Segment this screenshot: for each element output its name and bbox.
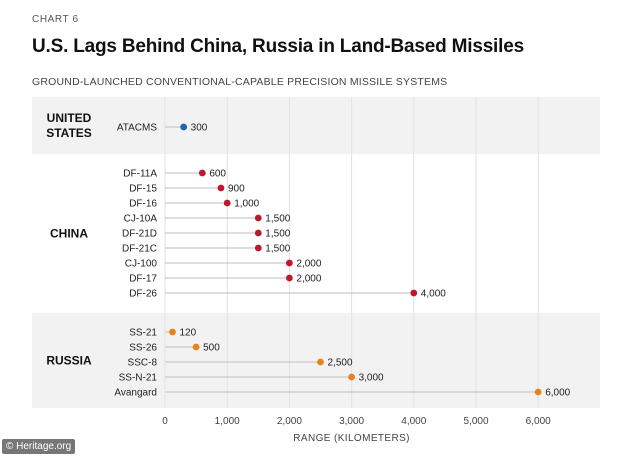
value-label: 300 [191, 123, 208, 134]
data-dot [169, 328, 176, 336]
data-dot [192, 343, 200, 351]
x-tick-label: 1,000 [215, 416, 240, 427]
value-label: 4,000 [421, 289, 446, 300]
system-label: SSC-8 [128, 358, 158, 369]
value-label: 1,000 [234, 199, 259, 210]
value-label: 500 [203, 343, 220, 354]
system-label: DF-11A [123, 169, 157, 180]
system-label: DF-16 [129, 199, 157, 210]
system-label: CJ-100 [125, 259, 158, 270]
x-tick-label: 3,000 [339, 416, 364, 427]
value-label: 2,000 [296, 274, 321, 285]
data-dot [534, 388, 542, 396]
value-label: 2,000 [296, 259, 321, 270]
x-axis-label: RANGE (KILOMETERS) [293, 433, 410, 444]
data-dot [180, 123, 188, 131]
chart-subtitle: GROUND-LAUNCHED CONVENTIONAL-CAPABLE PRE… [32, 76, 448, 88]
value-label: 1,500 [265, 244, 290, 255]
system-label: DF-17 [129, 274, 157, 285]
chart-title: U.S. Lags Behind China, Russia in Land-B… [32, 36, 524, 57]
system-label: SS-N-21 [119, 373, 158, 384]
data-dot [223, 199, 231, 207]
x-tick-label: 2,000 [277, 416, 302, 427]
system-label: DF-15 [129, 184, 157, 195]
data-dot [217, 184, 225, 192]
data-dot [348, 373, 355, 381]
data-dot [410, 289, 418, 297]
data-dot [254, 244, 262, 252]
system-label: SS-26 [129, 343, 157, 354]
system-label: CJ-10A [124, 214, 158, 225]
x-tick-label: 5,000 [463, 416, 488, 427]
x-tick-label: 0 [162, 416, 168, 427]
data-dot [198, 169, 206, 177]
system-label: DF-21D [122, 229, 157, 240]
x-tick-label: 4,000 [401, 416, 426, 427]
group-label: STATES [46, 126, 92, 140]
system-label: DF-26 [129, 289, 157, 300]
data-dot [254, 229, 262, 237]
group-label: UNITED [47, 111, 92, 125]
value-label: 3,000 [359, 373, 384, 384]
value-label: 1,500 [265, 229, 290, 240]
value-label: 1,500 [265, 214, 290, 225]
data-dot [286, 259, 293, 267]
data-dot [317, 358, 324, 366]
group-label: CHINA [50, 227, 88, 241]
value-label: 900 [228, 184, 245, 195]
group-band [32, 97, 600, 154]
heritage-logo: © Heritage.org [2, 439, 76, 454]
chart-kicker: CHART 6 [32, 14, 79, 25]
system-label: SS-21 [129, 328, 157, 339]
data-dot [254, 214, 262, 222]
value-label: 6,000 [545, 388, 570, 399]
group-label: RUSSIA [46, 354, 92, 368]
value-label: 120 [179, 328, 196, 339]
system-label: Avangard [114, 388, 157, 399]
system-label: DF-21C [122, 244, 157, 255]
data-dot [286, 274, 293, 282]
value-label: 2,500 [328, 358, 353, 369]
value-label: 600 [209, 169, 226, 180]
system-label: ATACMS [117, 123, 158, 134]
x-tick-label: 6,000 [526, 416, 551, 427]
